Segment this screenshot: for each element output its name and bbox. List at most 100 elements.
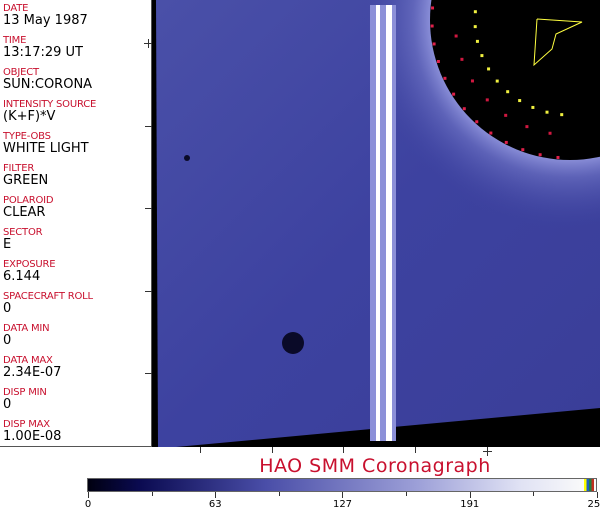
field-value: E [3, 237, 12, 252]
instrument-title: HAO SMM Coronagraph [259, 455, 491, 477]
colorbar-tick-label: 255 [587, 499, 600, 510]
marker [432, 42, 436, 46]
marker [525, 125, 529, 129]
field-sector: SECTOR E [3, 227, 43, 252]
field-disp-min: DISP MIN 0 [3, 387, 47, 412]
field-value: WHITE LIGHT [3, 141, 89, 156]
dust-spot [282, 332, 304, 354]
field-label: TIME [3, 35, 27, 46]
marker [545, 110, 549, 114]
field-data-max: DATA MAX 2.34E-07 [3, 355, 61, 380]
colorbar-tick-label: 63 [208, 499, 222, 510]
field-label: DISP MAX [3, 419, 50, 430]
field-type-obs: TYPE-OBS WHITE LIGHT [3, 131, 89, 156]
colorbar-tick [278, 492, 280, 496]
marker [485, 98, 489, 102]
field-label: DISP MIN [3, 387, 47, 398]
marker [487, 67, 491, 71]
marker [473, 10, 477, 14]
axis-tick [272, 447, 273, 453]
axis-tick [148, 39, 149, 48]
marker [556, 155, 560, 159]
marker [480, 54, 484, 58]
marker [504, 113, 508, 117]
marker [518, 99, 522, 103]
colorbar-tick [469, 492, 471, 498]
colorbar-tick [215, 492, 217, 498]
marker [431, 6, 435, 10]
marker [560, 113, 564, 117]
colorbar-tick [88, 492, 89, 498]
header-info-panel: DATE 13 May 1987 TIME 13:17:29 UT OBJECT SUN:… [0, 0, 152, 447]
field-exposure: EXPOSURE 6.144 [3, 259, 56, 284]
marker [495, 79, 499, 83]
field-label: EXPOSURE [3, 259, 56, 270]
coronagraph-image [152, 0, 600, 447]
colorbar-tick [151, 492, 153, 496]
field-value: 0 [3, 301, 12, 316]
field-disp-max: DISP MAX 1.00E-08 [3, 419, 61, 444]
marker [504, 140, 508, 144]
colorbar-tick-label: 0 [84, 499, 92, 510]
marker [521, 148, 525, 152]
field-object: OBJECT SUN:CORONA [3, 67, 92, 92]
axis-tick [145, 291, 152, 292]
marker [506, 90, 510, 94]
field-value: 13:17:29 UT [3, 45, 83, 60]
axis-tick [145, 208, 152, 209]
field-value: 0 [3, 397, 12, 412]
occulter-markers [430, 6, 564, 159]
field-value: 13 May 1987 [3, 13, 88, 28]
colorbar-tick [406, 492, 407, 496]
colorbar [87, 478, 597, 492]
marker [443, 76, 447, 80]
field-label: DATA MAX [3, 355, 53, 366]
colorbar-tick [533, 492, 535, 496]
marker [452, 92, 456, 96]
field-value: 6.144 [3, 269, 41, 284]
field-data-min: DATA MIN 0 [3, 323, 50, 348]
field-label: DATA MIN [3, 323, 50, 334]
marker [436, 59, 440, 63]
axis-tick [145, 373, 152, 374]
axis-tick [145, 126, 152, 127]
pylon-outline [533, 18, 583, 67]
marker [475, 120, 479, 124]
field-value: 2.34E-07 [3, 365, 62, 380]
field-label: OBJECT [3, 67, 39, 78]
marker [489, 131, 493, 135]
marker [548, 131, 552, 135]
field-label: FILTER [3, 163, 35, 174]
field-value: CLEAR [3, 205, 46, 220]
field-value: 0 [3, 333, 12, 348]
colorbar-tick-label: 127 [332, 499, 353, 510]
field-label: SPACECRAFT ROLL [3, 291, 93, 302]
marker [475, 39, 479, 43]
field-time: TIME 13:17:29 UT [3, 35, 83, 60]
field-spacecraft-roll: SPACECRAFT ROLL 0 [3, 291, 93, 316]
field-polaroid: POLAROID CLEAR [3, 195, 54, 220]
field-label: INTENSITY SOURCE [3, 99, 97, 110]
marker [470, 79, 474, 83]
field-value: 1.00E-08 [3, 429, 62, 444]
axis-tick [415, 447, 416, 453]
marker [430, 24, 434, 28]
field-filter: FILTER GREEN [3, 163, 48, 188]
colorbar-tick [342, 492, 344, 498]
marker [454, 34, 458, 38]
marker [538, 153, 542, 157]
axis-tick [483, 451, 492, 452]
marker [460, 57, 464, 61]
marker [473, 25, 477, 29]
field-value: GREEN [3, 173, 49, 188]
axis-tick [343, 447, 344, 453]
field-label: DATE [3, 3, 29, 14]
colorbar-tick-label: 191 [460, 499, 480, 510]
field-label: POLAROID [3, 195, 54, 206]
marker [462, 107, 466, 111]
axis-tick [200, 447, 201, 453]
field-date: DATE 13 May 1987 [3, 3, 88, 28]
field-intensity-source: INTENSITY SOURCE (K+F)*V [3, 99, 96, 124]
occulter-disk [430, 0, 600, 160]
field-label: SECTOR [3, 227, 43, 238]
